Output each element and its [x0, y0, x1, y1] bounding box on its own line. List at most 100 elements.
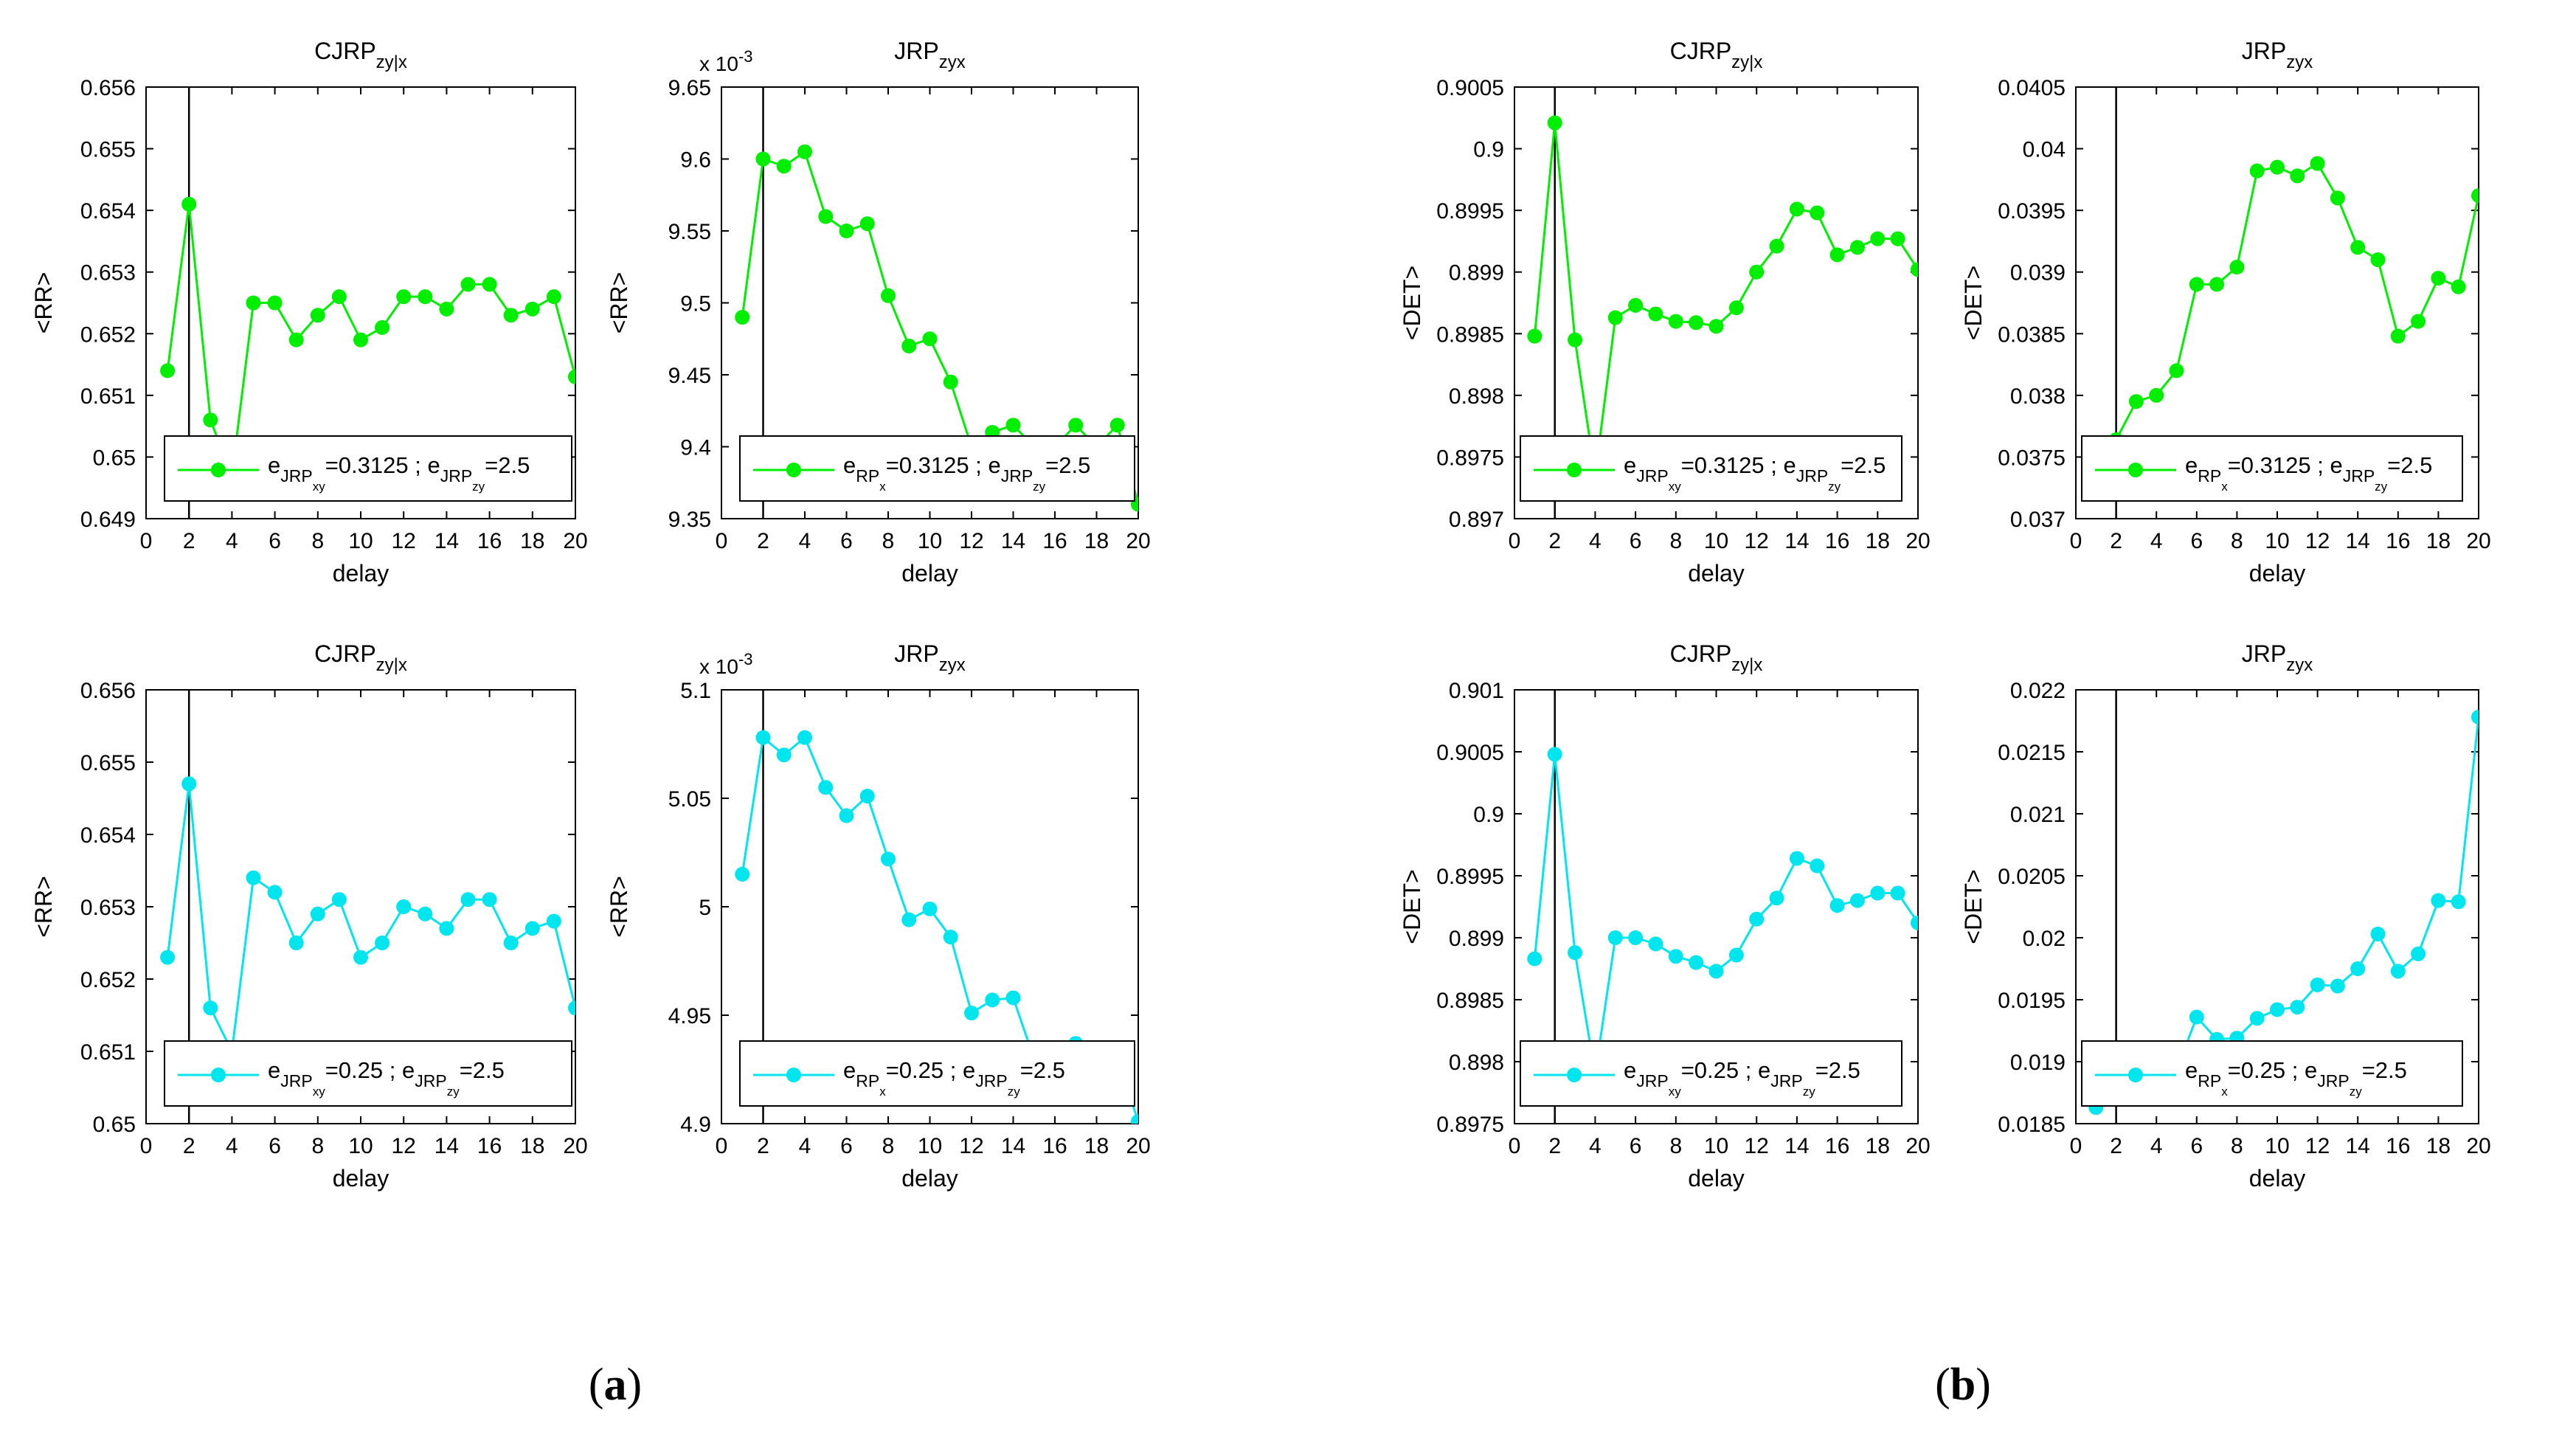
y-axis-label: <DET> — [1960, 266, 1987, 340]
data-point — [2411, 314, 2426, 329]
y-tick-label: 0.021 — [2010, 803, 2066, 827]
data-point — [901, 912, 917, 927]
data-point — [2189, 1009, 2204, 1025]
x-tick-label: 14 — [2346, 1134, 2370, 1158]
y-tick-label: 5.1 — [680, 679, 711, 703]
data-point — [160, 363, 176, 378]
data-point — [288, 332, 304, 347]
data-point — [353, 950, 368, 965]
legend-marker — [1567, 1068, 1582, 1082]
data-point — [2128, 394, 2144, 409]
x-axis-label: delay — [2249, 560, 2306, 587]
y-axis-label: <RR> — [30, 876, 57, 938]
data-point — [1810, 205, 1825, 221]
x-tick-label: 0 — [716, 1134, 728, 1158]
data-point — [1568, 332, 1583, 347]
data-point — [1068, 418, 1084, 433]
data-point — [375, 936, 390, 950]
data-point — [2209, 277, 2225, 292]
data-point — [181, 776, 197, 792]
data-point — [755, 151, 771, 167]
data-point — [1527, 951, 1543, 967]
y-tick-label: 0.897 — [1449, 508, 1504, 532]
x-tick-label: 16 — [1825, 1134, 1849, 1158]
data-point — [1547, 115, 1562, 131]
data-point — [2330, 978, 2345, 994]
series-line — [1533, 754, 1918, 1075]
data-point — [2310, 977, 2325, 992]
chart-b-bottom-left: 0 2 4 6 8 10 12 14 16 18 20 0.8975 0.898 0.8985 0.899 0… — [1399, 640, 1931, 1192]
y-tick-label: 0.8985 — [1436, 322, 1504, 347]
legend-text: eRPx=0.3125 ; eJRPzy=2.5 — [2185, 452, 2432, 494]
x-tick-label: 0 — [1509, 529, 1521, 553]
data-point — [943, 930, 958, 945]
legend-box — [739, 1040, 1135, 1107]
x-tick-label: 14 — [1001, 1134, 1025, 1158]
x-tick-label: 10 — [1704, 529, 1728, 553]
data-point — [546, 289, 561, 305]
data-point — [1648, 306, 1663, 322]
y-tick-label: 0.8995 — [1436, 865, 1504, 889]
x-tick-label: 12 — [392, 1134, 416, 1158]
chart-title: JRPzyx — [2242, 38, 2313, 72]
y-tick-label: 0.9005 — [1436, 76, 1504, 100]
x-tick-label: 18 — [2426, 529, 2451, 553]
chart-a-bottom-right: 0 2 4 6 8 10 12 14 16 18 20 4.9 4.95 5 5.05 5.1x 10-3 JR… — [606, 640, 1151, 1192]
chart-title: CJRPzy|x — [1670, 640, 1763, 675]
data-point — [2431, 271, 2446, 286]
data-point — [2149, 387, 2164, 403]
y-tick-label: 0.9005 — [1436, 741, 1504, 765]
x-tick-label: 4 — [799, 529, 811, 553]
data-point — [396, 899, 412, 914]
data-point — [1607, 930, 1623, 945]
legend-text: eJRPxy=0.3125 ; eJRPzy=2.5 — [268, 452, 530, 494]
y-multiplier: x 10-3 — [699, 47, 753, 75]
x-tick-label: 20 — [1126, 1134, 1150, 1158]
y-tick-label: 9.55 — [668, 220, 711, 244]
data-point — [2451, 894, 2466, 910]
data-point — [546, 913, 561, 929]
y-tick-label: 0.0195 — [1998, 989, 2066, 1013]
chart-title: JRPzyx — [894, 640, 965, 675]
data-point — [1849, 240, 1865, 255]
y-tick-label: 0.0385 — [1998, 322, 2066, 347]
legend-text: eRPx=0.3125 ; eJRPzy=2.5 — [843, 452, 1090, 494]
y-tick-label: 0.655 — [80, 138, 136, 162]
x-tick-label: 16 — [477, 529, 502, 553]
series-line — [166, 204, 575, 477]
data-point — [797, 144, 812, 159]
x-tick-label: 8 — [882, 1134, 895, 1158]
x-tick-label: 12 — [959, 1134, 983, 1158]
x-tick-label: 20 — [2466, 529, 2490, 553]
x-tick-label: 18 — [1866, 529, 1890, 553]
y-tick-label: 0.652 — [80, 322, 136, 347]
data-point — [2451, 279, 2466, 294]
x-tick-label: 0 — [716, 529, 728, 553]
y-tick-label: 0.655 — [80, 751, 136, 775]
data-point — [418, 289, 433, 305]
data-point — [1547, 747, 1562, 762]
data-point — [267, 885, 283, 900]
data-point — [2431, 893, 2446, 908]
x-tick-label: 8 — [311, 1134, 324, 1158]
x-tick-label: 2 — [757, 1134, 769, 1158]
y-axis-label: <DET> — [1399, 869, 1425, 944]
series-markers — [2088, 156, 2479, 493]
data-point — [1648, 936, 1663, 952]
x-tick-label: 14 — [1784, 529, 1809, 553]
x-tick-label: 14 — [1001, 529, 1025, 553]
data-point — [288, 936, 304, 950]
data-point — [1890, 885, 1905, 901]
data-point — [396, 289, 412, 305]
data-point — [2270, 1002, 2285, 1017]
chart-b-top-left: 0 2 4 6 8 10 12 14 16 18 20 0.897 0.8975 0.898 0.8985 0… — [1399, 38, 1931, 587]
x-tick-label: 12 — [2305, 529, 2330, 553]
y-tick-label: 0.9 — [1473, 138, 1504, 162]
data-point — [310, 308, 325, 323]
data-point — [2310, 156, 2325, 171]
data-point — [331, 289, 347, 305]
y-tick-label: 9.45 — [668, 364, 711, 388]
data-point — [353, 332, 368, 347]
legend-marker — [211, 1068, 226, 1082]
x-tick-label: 4 — [1589, 1134, 1602, 1158]
